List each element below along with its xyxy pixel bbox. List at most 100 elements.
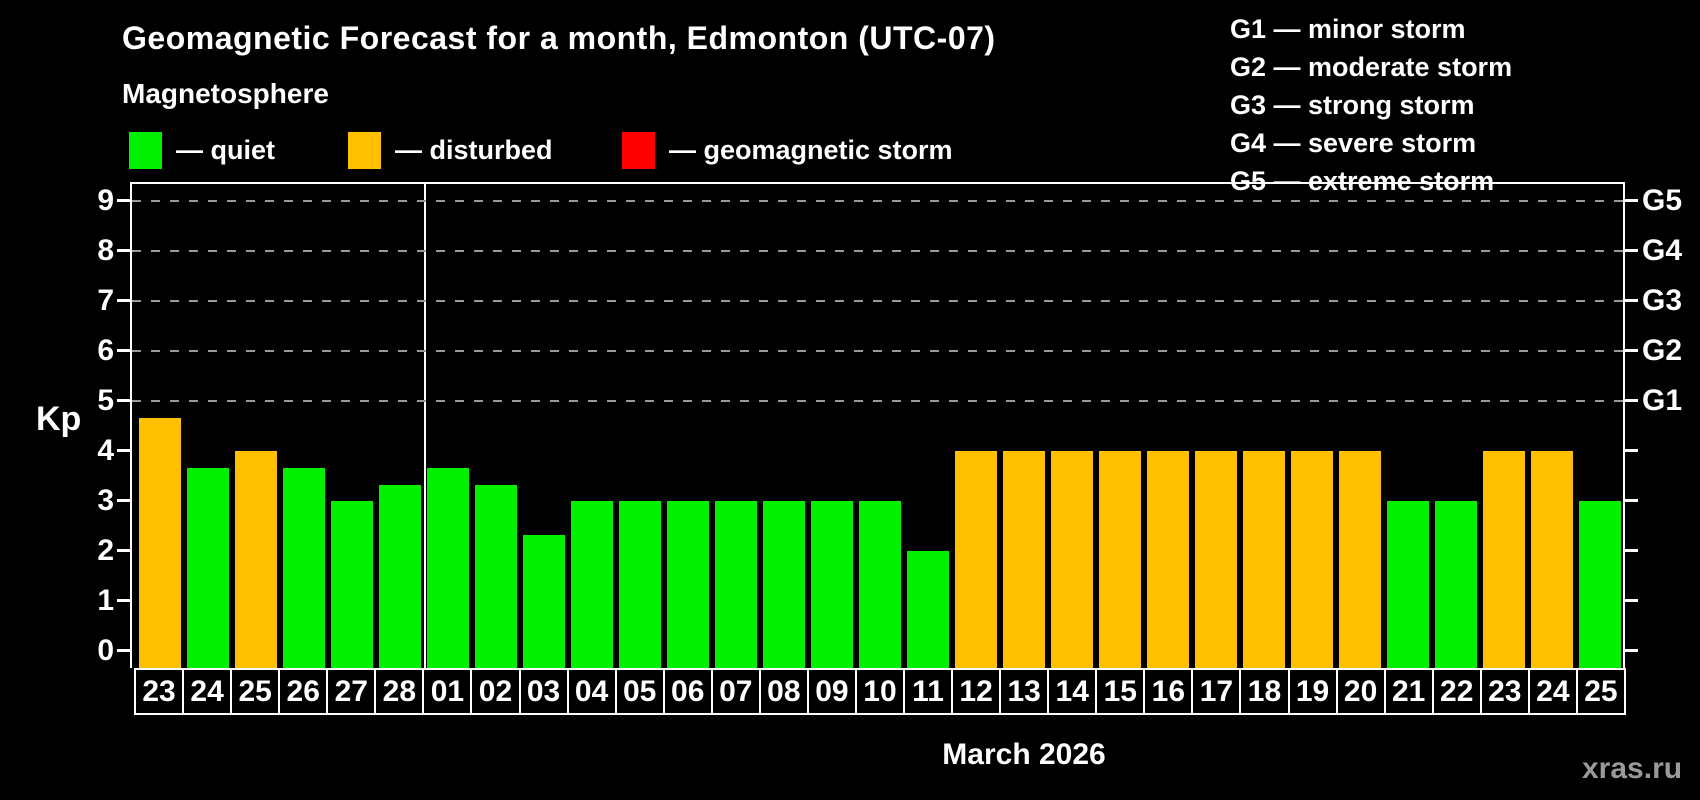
legend-label-storm: — geomagnetic storm — [669, 135, 953, 165]
g-level-label-G4: G4 — [1642, 234, 1683, 267]
y-axis-tick-left-9 — [117, 199, 130, 202]
kp-bar-day-04 — [571, 501, 613, 668]
date-cell-08: 08 — [758, 668, 809, 715]
kp-bar-day-11 — [907, 551, 949, 668]
date-cell-18: 18 — [1239, 668, 1290, 715]
y-axis-title: Kp — [36, 400, 82, 438]
kp-bar-day-14 — [1051, 451, 1093, 668]
date-cell-10: 10 — [854, 668, 905, 715]
kp-bar-day-01 — [427, 467, 469, 668]
legend-swatch-quiet — [129, 132, 162, 169]
kp-bar-day-06 — [667, 501, 709, 668]
y-axis-tick-left-3 — [117, 499, 130, 502]
legend-label-quiet: — quiet — [176, 135, 275, 165]
date-cell-05: 05 — [614, 668, 665, 715]
kp-bar-day-20 — [1339, 451, 1381, 668]
kp-bar-day-18 — [1243, 451, 1285, 668]
date-cell-09: 09 — [806, 668, 857, 715]
y-axis-tick-left-4 — [117, 449, 130, 452]
date-cell-27: 27 — [326, 668, 377, 715]
g-level-label-G5: G5 — [1642, 184, 1683, 217]
g-legend-line-1: G1 — minor storm — [1230, 14, 1466, 44]
kp-bar-day-13 — [1003, 451, 1045, 668]
y-axis-tick-right-9 — [1625, 199, 1638, 202]
kp-bar-day-15 — [1099, 451, 1141, 668]
date-cell-11: 11 — [903, 668, 954, 715]
g-level-label-G2: G2 — [1642, 334, 1683, 367]
kp-bar-day-27 — [331, 501, 373, 668]
date-cell-23: 23 — [134, 668, 185, 715]
kp-bar-day-19 — [1291, 451, 1333, 668]
y-axis-tick-right-4 — [1625, 449, 1638, 452]
kp-bar-day-21 — [1387, 501, 1429, 668]
date-cell-13: 13 — [999, 668, 1050, 715]
g-legend-line-4: G4 — severe storm — [1230, 128, 1477, 158]
kp-bar-day-08 — [763, 501, 805, 668]
kp-bar-day-24 — [1531, 451, 1573, 668]
kp-bar-day-23 — [139, 417, 181, 668]
gridline-kp8 — [132, 250, 1623, 252]
y-axis-tick-right-2 — [1625, 549, 1638, 552]
date-cell-22: 22 — [1431, 668, 1482, 715]
y-axis-tick-left-1 — [117, 599, 130, 602]
g-level-label-G3: G3 — [1642, 284, 1683, 317]
date-cell-06: 06 — [662, 668, 713, 715]
g-legend-line-3: G3 — strong storm — [1230, 90, 1475, 120]
kp-bar-day-24 — [187, 467, 229, 668]
date-cell-19: 19 — [1287, 668, 1338, 715]
legend-label-disturbed: — disturbed — [395, 135, 553, 165]
date-cell-23: 23 — [1479, 668, 1530, 715]
y-axis-tick-label-1: 1 — [97, 584, 114, 617]
legend-item-disturbed: — disturbed — [348, 132, 553, 169]
date-cell-24: 24 — [1527, 668, 1578, 715]
g-scale-legend: G1 — minor storm G2 — moderate storm G3 — … — [1230, 10, 1512, 200]
date-cell-16: 16 — [1143, 668, 1194, 715]
date-cell-25: 25 — [1575, 668, 1626, 715]
kp-bar-day-07 — [715, 501, 757, 668]
date-cell-24: 24 — [182, 668, 233, 715]
legend-item-quiet: — quiet — [129, 132, 275, 169]
gridline-kp9 — [132, 200, 1623, 202]
date-cell-21: 21 — [1383, 668, 1434, 715]
date-cell-26: 26 — [278, 668, 329, 715]
legend-item-storm: — geomagnetic storm — [622, 132, 953, 169]
y-axis-tick-left-7 — [117, 299, 130, 302]
date-cell-01: 01 — [422, 668, 473, 715]
date-cell-04: 04 — [566, 668, 617, 715]
gridline-kp5 — [132, 400, 1623, 402]
g-legend-line-5: G5 — extreme storm — [1230, 166, 1495, 196]
legend-swatch-disturbed — [348, 132, 381, 169]
kp-bar-day-02 — [475, 484, 517, 668]
date-cell-28: 28 — [374, 668, 425, 715]
date-cell-07: 07 — [710, 668, 761, 715]
month-separator-line — [424, 182, 426, 668]
kp-bar-day-03 — [523, 534, 565, 668]
g-level-label-G1: G1 — [1642, 384, 1683, 417]
y-axis-tick-right-6 — [1625, 349, 1638, 352]
y-axis-tick-label-5: 5 — [97, 384, 114, 417]
watermark: xras.ru — [1582, 752, 1683, 785]
y-axis-tick-label-9: 9 — [97, 184, 114, 217]
date-cell-20: 20 — [1335, 668, 1386, 715]
plot-border-left — [130, 182, 132, 668]
date-cell-15: 15 — [1095, 668, 1146, 715]
kp-bar-day-05 — [619, 501, 661, 668]
kp-bar-day-16 — [1147, 451, 1189, 668]
y-axis-tick-left-8 — [117, 249, 130, 252]
date-cell-02: 02 — [470, 668, 521, 715]
y-axis-tick-right-5 — [1625, 399, 1638, 402]
plot-border-top — [130, 182, 1625, 184]
kp-bar-day-28 — [379, 484, 421, 668]
y-axis-tick-right-3 — [1625, 499, 1638, 502]
date-cell-03: 03 — [518, 668, 569, 715]
gridline-kp6 — [132, 350, 1623, 352]
gridline-kp7 — [132, 300, 1623, 302]
y-axis-tick-label-4: 4 — [97, 434, 114, 467]
kp-bar-day-09 — [811, 501, 853, 668]
legend-swatch-storm — [622, 132, 655, 169]
date-cell-12: 12 — [951, 668, 1002, 715]
y-axis-tick-label-8: 8 — [97, 234, 114, 267]
y-axis-tick-label-6: 6 — [97, 334, 114, 367]
kp-bar-day-26 — [283, 467, 325, 668]
kp-bar-day-12 — [955, 451, 997, 668]
